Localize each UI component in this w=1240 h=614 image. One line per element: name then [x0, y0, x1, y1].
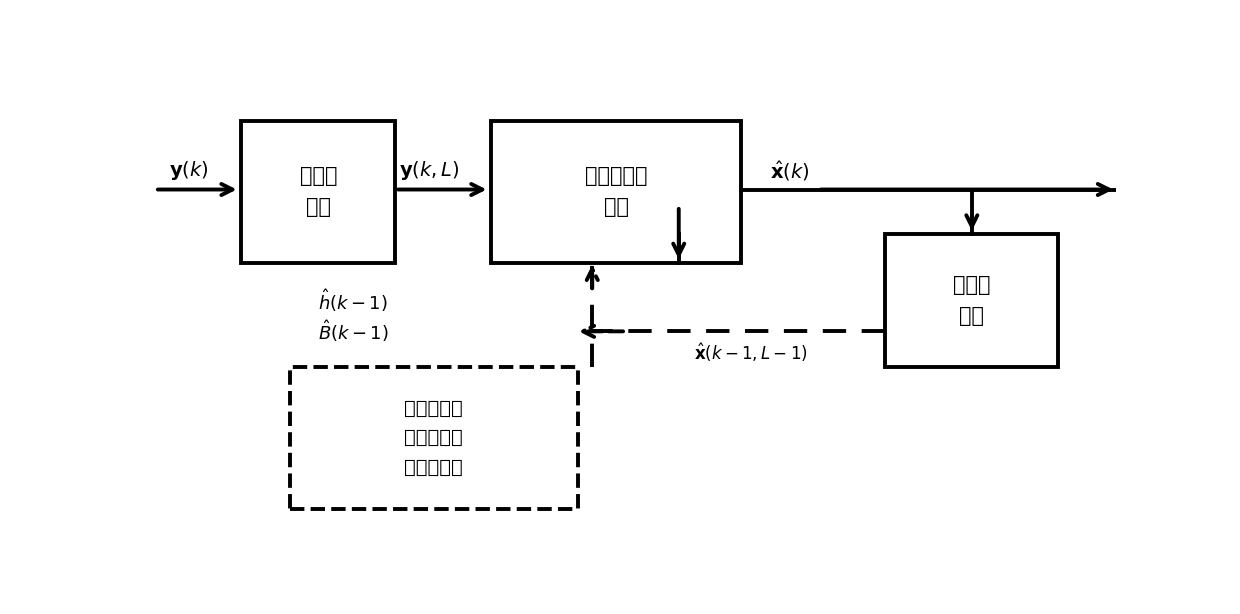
Bar [242, 121, 396, 263]
Bar [290, 367, 578, 508]
Text: 选择性
储存: 选择性 储存 [954, 275, 991, 326]
Text: 广义似然比
信道估计、
环境光估计: 广义似然比 信道估计、 环境光估计 [404, 398, 463, 476]
Text: 广义似然比
检测: 广义似然比 检测 [585, 166, 647, 217]
Text: $\hat{h}(k-1)$: $\hat{h}(k-1)$ [319, 287, 388, 314]
Text: $\mathbf{y}(k)$: $\mathbf{y}(k)$ [169, 159, 208, 182]
Text: $\hat{\mathbf{x}}(k)$: $\hat{\mathbf{x}}(k)$ [770, 158, 808, 182]
Text: $\hat{B}(k-1)$: $\hat{B}(k-1)$ [319, 319, 389, 344]
Bar [885, 235, 1058, 367]
Text: 选择性
储存: 选择性 储存 [300, 166, 337, 217]
Text: $\mathbf{y}(k,L)$: $\mathbf{y}(k,L)$ [399, 159, 459, 182]
Text: $\hat{\mathbf{x}}(k-1,L-1)$: $\hat{\mathbf{x}}(k-1,L-1)$ [694, 341, 807, 364]
Bar [491, 121, 742, 263]
